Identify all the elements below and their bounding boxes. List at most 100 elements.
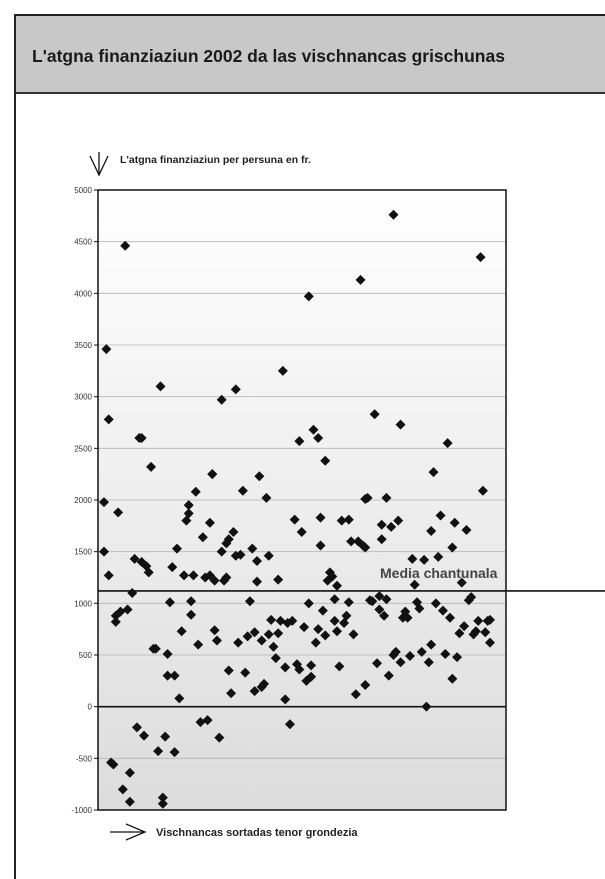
data-point: [381, 594, 392, 605]
y-tick-label: 3000: [74, 393, 92, 402]
data-point: [171, 543, 182, 554]
data-point: [108, 759, 119, 770]
data-point: [315, 512, 326, 523]
data-point: [228, 527, 239, 538]
data-point: [317, 605, 328, 616]
data-point: [416, 646, 427, 657]
data-point: [320, 455, 331, 466]
data-point: [197, 532, 208, 543]
x-axis-label: Vischnancas sortadas tenor grondezia: [156, 827, 358, 839]
data-point: [313, 624, 324, 635]
data-point: [233, 637, 244, 648]
data-point: [454, 628, 465, 639]
data-point: [176, 626, 187, 637]
data-point: [402, 612, 413, 623]
data-point: [209, 575, 220, 586]
data-point: [332, 580, 343, 591]
y-tick-label: 1000: [74, 599, 92, 608]
data-point: [485, 614, 495, 625]
data-point: [407, 553, 418, 564]
data-point: [334, 661, 345, 672]
y-tick-label: 4500: [74, 238, 92, 247]
data-point: [473, 615, 484, 626]
data-point: [251, 555, 262, 566]
data-point: [409, 579, 420, 590]
down-arrow-icon: [89, 152, 109, 177]
right-arrow-icon: [110, 823, 147, 841]
data-point: [346, 536, 357, 547]
data-point: [336, 515, 347, 526]
data-point: [329, 594, 340, 605]
data-point: [372, 658, 383, 669]
data-point: [452, 652, 463, 663]
data-point: [308, 424, 319, 435]
data-points: [99, 209, 495, 809]
chart-frame: [14, 14, 605, 879]
data-point: [162, 670, 173, 681]
data-point: [475, 252, 486, 263]
data-point: [362, 492, 373, 503]
data-point: [179, 570, 190, 581]
data-point: [139, 730, 150, 741]
data-point: [423, 657, 434, 668]
data-point: [294, 664, 305, 675]
data-point: [273, 628, 284, 639]
y-tick-label: 500: [79, 651, 93, 660]
data-point: [268, 641, 279, 652]
data-point: [329, 615, 340, 626]
data-point: [211, 635, 222, 646]
data-point: [289, 514, 300, 525]
data-point: [153, 746, 164, 757]
data-point: [466, 592, 477, 603]
data-point: [299, 622, 310, 633]
chart-title: L'atgna finanziaziun 2002 da las vischna…: [32, 46, 505, 66]
data-point: [190, 486, 201, 497]
data-point: [270, 653, 281, 664]
data-point: [449, 517, 460, 528]
data-point: [124, 796, 135, 807]
data-point: [221, 572, 232, 583]
data-point: [101, 344, 112, 355]
data-point: [129, 553, 140, 564]
data-point: [157, 792, 168, 803]
y-tick-label: 3500: [74, 341, 92, 350]
data-point: [442, 438, 453, 449]
data-point: [332, 626, 343, 637]
data-point: [188, 570, 199, 581]
data-point: [186, 596, 197, 607]
data-point: [367, 596, 378, 607]
data-point: [320, 630, 331, 641]
data-point: [251, 576, 262, 587]
data-point: [386, 521, 397, 532]
data-point: [433, 551, 444, 562]
data-point: [242, 631, 253, 642]
data-point: [350, 689, 361, 700]
y-tick-label: 5000: [74, 186, 92, 195]
y-axis-ticks: -1000 -500 0 500 1000 1500 2000 2500 3000 3500 400…: [72, 186, 98, 815]
data-point: [303, 291, 314, 302]
data-point: [388, 209, 399, 220]
data-point: [294, 436, 305, 447]
data-point: [303, 598, 314, 609]
data-point: [117, 784, 128, 795]
data-point: [485, 637, 495, 648]
data-point: [277, 365, 288, 376]
data-point: [235, 549, 246, 560]
data-point: [256, 635, 267, 646]
data-point: [435, 510, 446, 521]
y-tick-label: 2000: [74, 496, 92, 505]
data-point: [447, 542, 458, 553]
data-point: [247, 543, 258, 554]
data-point: [348, 629, 359, 640]
data-point: [470, 626, 481, 637]
data-point: [428, 467, 439, 478]
data-point: [249, 686, 260, 697]
data-point: [456, 577, 467, 588]
y-tick-label: 1500: [74, 548, 92, 557]
data-point: [444, 612, 455, 623]
data-point: [404, 651, 415, 662]
data-point: [244, 596, 255, 607]
data-point: [186, 609, 197, 620]
average-line-label: Media chantunala: [380, 565, 498, 581]
